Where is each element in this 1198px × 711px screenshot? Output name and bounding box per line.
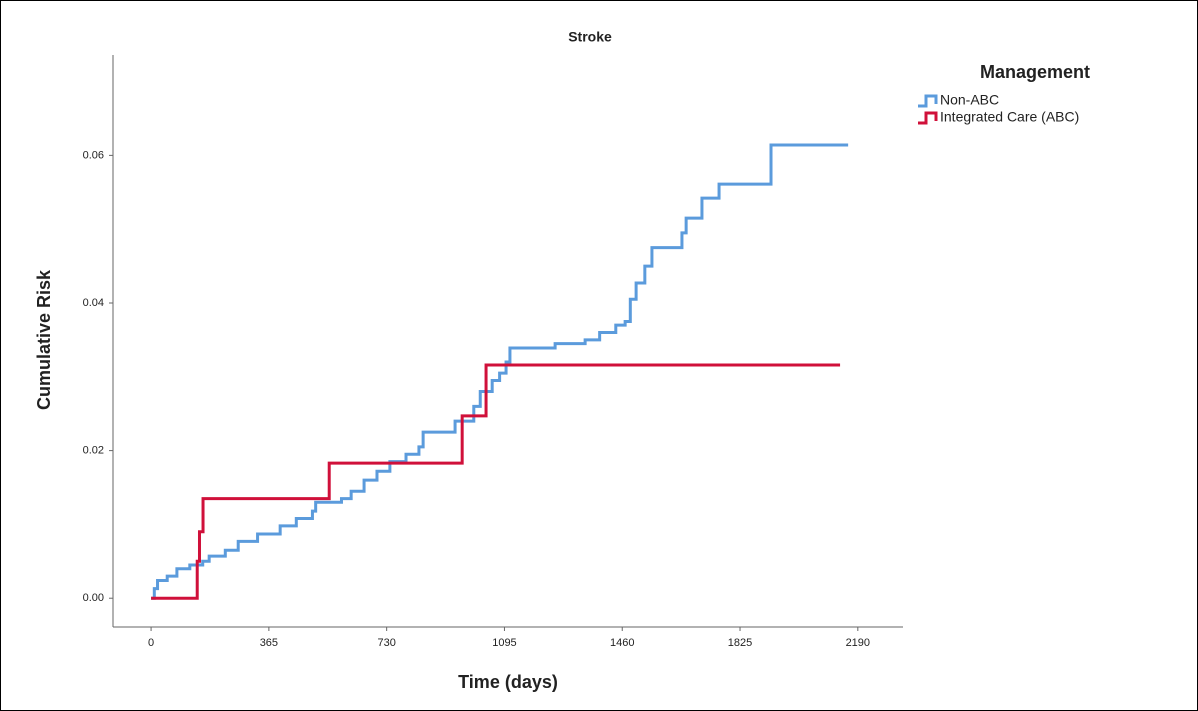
- x-tick-label: 2190: [846, 637, 870, 649]
- y-axis-label: Cumulative Risk: [34, 269, 54, 410]
- x-axis-label: Time (days): [458, 672, 558, 692]
- x-tick-label: 1825: [728, 637, 752, 649]
- y-tick-label: 0.00: [83, 592, 104, 604]
- y-tick-label: 0.06: [83, 149, 104, 161]
- x-tick-label: 0: [148, 637, 154, 649]
- legend-swatch: [918, 94, 938, 108]
- series-line: [151, 143, 849, 600]
- legend-title: Management: [980, 62, 1090, 82]
- chart-title: Stroke: [568, 29, 612, 45]
- x-tick-label: 1095: [492, 637, 516, 649]
- series-line: [151, 363, 841, 600]
- x-tick-label: 365: [260, 637, 278, 649]
- x-tick-label: 730: [377, 637, 395, 649]
- legend-label: Integrated Care (ABC): [940, 109, 1079, 125]
- x-tick-label: 1460: [610, 637, 634, 649]
- legend-swatch: [918, 111, 938, 125]
- y-tick-label: 0.04: [83, 297, 104, 309]
- legend-label: Non-ABC: [940, 92, 999, 108]
- y-tick-label: 0.02: [83, 445, 104, 457]
